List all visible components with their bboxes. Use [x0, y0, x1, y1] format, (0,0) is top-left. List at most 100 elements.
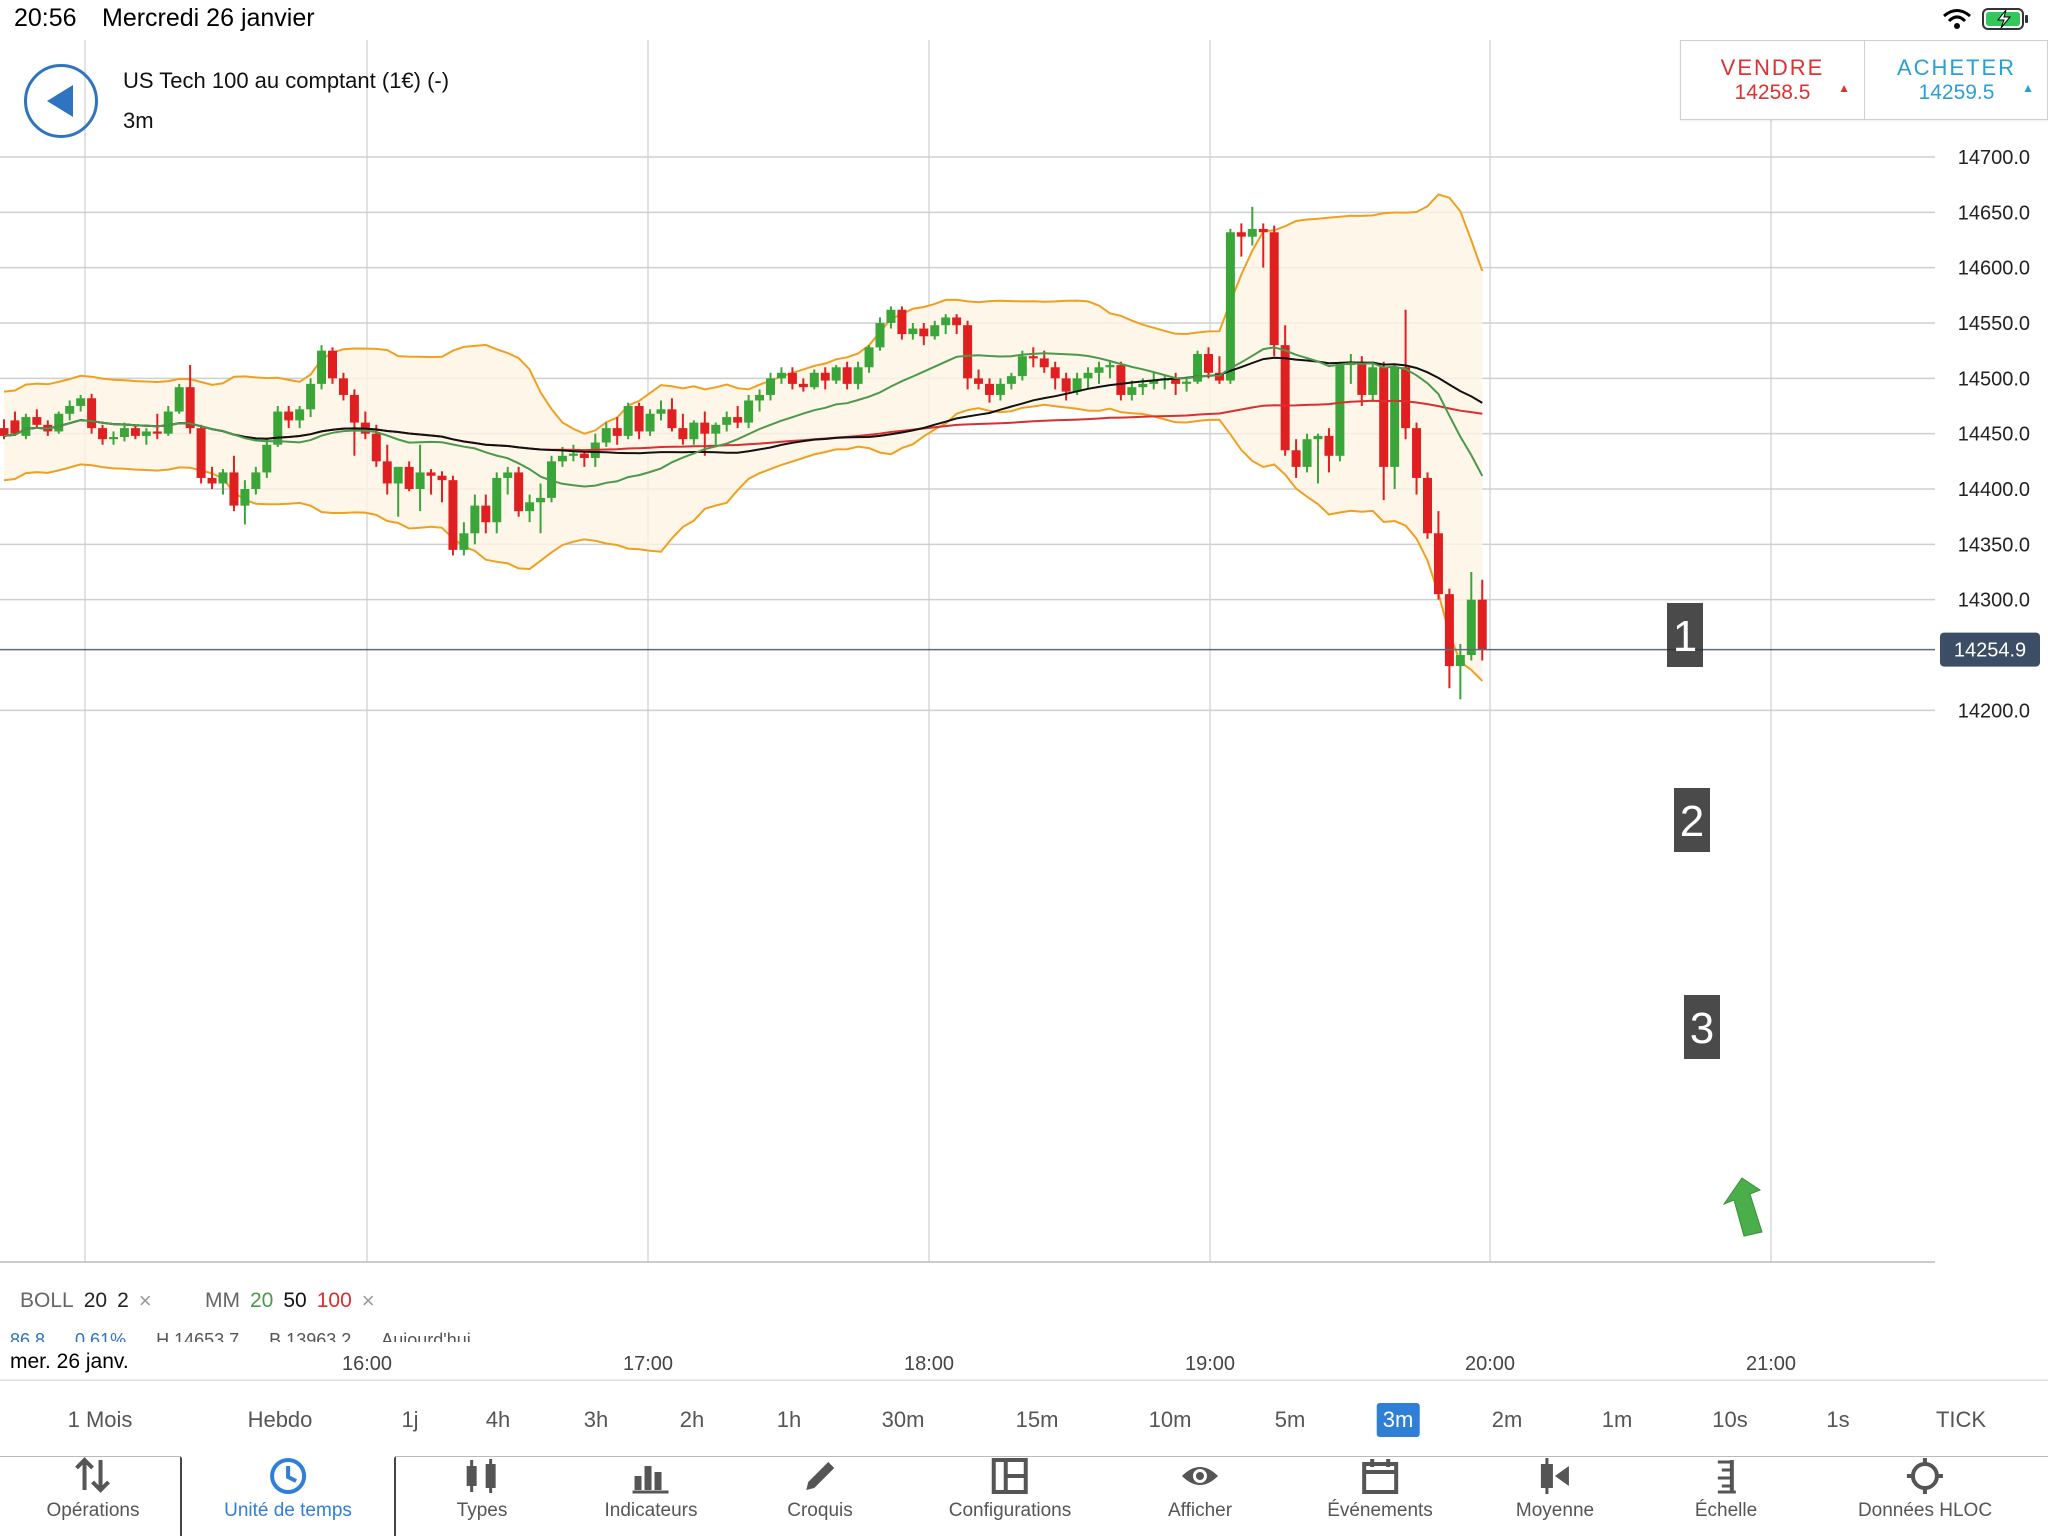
timeframe-10s[interactable]: 10s	[1712, 1407, 1748, 1432]
toolbar-swap-arrows[interactable]: Opérations	[47, 1456, 139, 1536]
candle-body	[459, 533, 469, 550]
candle-body	[10, 420, 20, 434]
sell-button[interactable]: VENDRE 14258.5 ▲	[1681, 41, 1865, 119]
current-price-label: 14254.9	[1954, 640, 2026, 662]
timeframe-1j[interactable]: 1j	[401, 1407, 419, 1432]
candle-body	[1433, 533, 1443, 595]
tool-icon-wrap	[1168, 1456, 1232, 1496]
toolbar-average[interactable]: Moyenne	[1516, 1456, 1594, 1536]
annotation-number: 1	[1673, 612, 1697, 661]
candle-body	[76, 398, 86, 407]
back-button[interactable]	[24, 64, 98, 138]
candle-body	[98, 428, 108, 440]
battery-charging-icon	[1982, 8, 2028, 30]
candle-body	[470, 505, 480, 534]
toolbar-scale[interactable]: Échelle	[1695, 1456, 1757, 1536]
timeframe-2h[interactable]: 2h	[679, 1407, 705, 1432]
toolbar-pencil[interactable]: Croquis	[787, 1456, 853, 1536]
timeframe-10m[interactable]: 10m	[1148, 1407, 1192, 1432]
candle-body	[1236, 232, 1246, 237]
boll-name: BOLL	[20, 1289, 74, 1312]
candle-body	[349, 394, 359, 423]
candle-body	[919, 328, 929, 337]
candle-body	[1083, 372, 1093, 379]
timeframe-2m[interactable]: 2m	[1491, 1407, 1523, 1432]
timeframe-hebdo[interactable]: Hebdo	[247, 1407, 313, 1432]
buy-button[interactable]: ACHETER 14259.5 ▲	[1865, 41, 2048, 119]
candle-body	[251, 472, 261, 490]
candle-body	[218, 472, 228, 484]
clock-icon	[269, 1458, 306, 1494]
timeframe-15m[interactable]: 15m	[1015, 1407, 1059, 1432]
instrument-title: US Tech 100 au comptant (1€) (-)	[123, 68, 450, 93]
tool-label: Indicateurs	[604, 1500, 698, 1521]
candle-body	[1105, 365, 1115, 368]
status-date: Mercredi 26 janvier	[102, 4, 315, 32]
timeframe-1-mois[interactable]: 1 Mois	[67, 1407, 133, 1432]
candle-body	[985, 383, 994, 395]
timeframe-1h[interactable]: 1h	[776, 1407, 802, 1432]
candle-body	[634, 406, 644, 432]
toolbar-calendar[interactable]: Événements	[1327, 1456, 1433, 1536]
candle-body	[393, 466, 403, 484]
toolbar-clock[interactable]: Unité de temps	[224, 1456, 352, 1536]
candle-body	[941, 317, 951, 326]
candle-body	[1127, 387, 1137, 395]
stat-low: B 13963.2	[269, 1330, 352, 1342]
candle-body	[1149, 380, 1159, 384]
price-chart[interactable]: 14700.0 14650.0 14600.0 14550.0 14500.0 14450…	[0, 0, 2048, 1380]
candle-body	[798, 383, 808, 388]
candle-body	[1302, 439, 1312, 467]
price-tick-label: 14400.0	[1958, 479, 2030, 501]
sell-price: 14258.5	[1734, 81, 1811, 104]
candle-body	[1214, 372, 1224, 381]
green-arrow-icon	[1722, 1177, 1763, 1237]
candle-body	[744, 400, 754, 423]
candle-body	[196, 428, 206, 478]
remove-mm-icon[interactable]: ×	[361, 1288, 375, 1313]
toolbar-candles[interactable]: Types	[456, 1456, 508, 1536]
candle-body	[437, 475, 447, 481]
candle-body	[1368, 367, 1378, 395]
candle-body	[503, 472, 513, 478]
timeframe-4h[interactable]: 4h	[485, 1407, 511, 1432]
current-price-badge	[1940, 632, 2040, 667]
candles-icon	[466, 1459, 496, 1493]
tool-label: Échelle	[1694, 1500, 1758, 1521]
remove-boll-icon[interactable]: ×	[138, 1288, 152, 1313]
current-timeframe: 3m	[123, 108, 154, 133]
timeframe-3h[interactable]: 3h	[583, 1407, 609, 1432]
toolbar-crosshair[interactable]: Données HLOC	[1858, 1456, 1992, 1536]
timeframe-30m[interactable]: 30m	[881, 1407, 925, 1432]
status-time: 20:56	[14, 4, 77, 32]
boll-period: 20	[83, 1289, 108, 1312]
timeframe-1m[interactable]: 1m	[1601, 1407, 1633, 1432]
timeframe-tick[interactable]: TICK	[1935, 1407, 1987, 1432]
candle-body	[262, 444, 272, 473]
candle-body	[1050, 367, 1060, 379]
tool-icon-wrap	[1327, 1456, 1433, 1496]
tool-label: Types	[456, 1500, 508, 1521]
wifi-icon	[1943, 9, 1971, 29]
tool-icon-wrap	[1858, 1456, 1992, 1496]
back-arrow-icon	[47, 85, 73, 117]
candle-body	[689, 422, 699, 440]
timeframe-1s[interactable]: 1s	[1826, 1407, 1850, 1432]
candle-body	[875, 323, 885, 348]
toolbar-eye[interactable]: Afficher	[1168, 1456, 1232, 1536]
timeframe-3m[interactable]: 3m	[1376, 1403, 1420, 1437]
candle-body	[174, 387, 184, 412]
annotation-number: 3	[1690, 1004, 1714, 1053]
toolbar-bar-chart[interactable]: Indicateurs	[604, 1456, 698, 1536]
time-tick-label: 18:00	[904, 1353, 954, 1375]
mm-legend: MM 20 50 100 ×	[205, 1288, 375, 1314]
stats-row: 86.8 0.61% H 14653.7 B 13963.2 Aujourd'h…	[10, 1330, 471, 1342]
candle-body	[284, 411, 294, 421]
candle-body	[886, 309, 896, 324]
scale-icon	[1717, 1460, 1736, 1494]
candle-body	[273, 411, 283, 445]
candle-body	[207, 477, 217, 484]
toolbar-layout[interactable]: Configurations	[949, 1456, 1071, 1536]
timeframe-5m[interactable]: 5m	[1274, 1407, 1306, 1432]
status-icons	[1942, 6, 2030, 32]
